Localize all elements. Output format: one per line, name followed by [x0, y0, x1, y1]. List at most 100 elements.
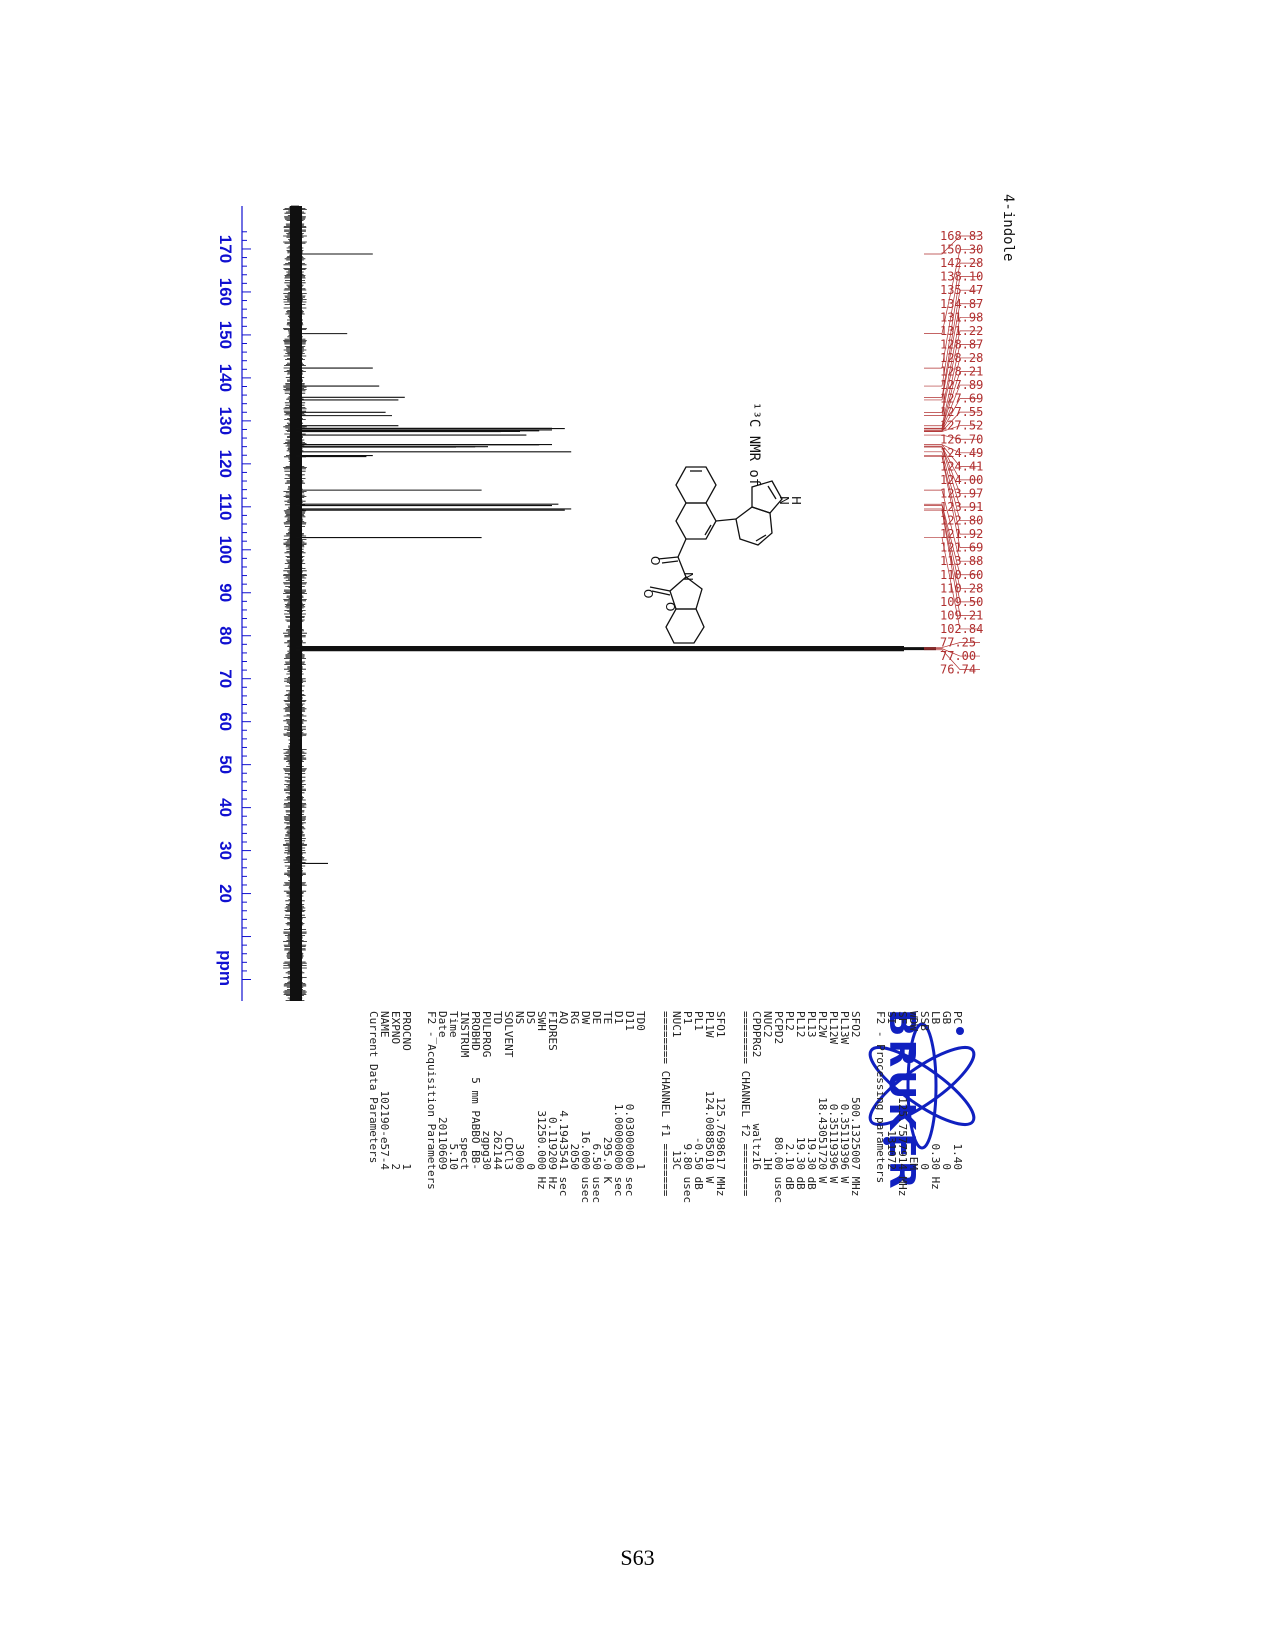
param-heading: ======== CHANNEL f2 ======== — [739, 1011, 752, 1197]
atom-o-ring-carbonyl: O — [641, 589, 655, 598]
peak-label: 77.25 — [940, 636, 976, 650]
param-row: PROBHD 5 mm PABBO BB- — [469, 1011, 482, 1177]
peak-label: 142.28 — [940, 256, 983, 270]
param-row: SFO1 125.7698617 MHz — [714, 1011, 727, 1196]
peak-label-leader — [924, 434, 980, 440]
peak-label-leader — [924, 262, 980, 369]
axis-tick-label: 40 — [216, 798, 235, 817]
peak-label-leader — [924, 444, 980, 467]
peak-label-leader — [924, 455, 980, 535]
peak-label-leader — [924, 303, 980, 401]
axis-tick-label: 110 — [216, 493, 235, 520]
param-row: PL13W 0.35119396 W — [838, 1011, 851, 1184]
param-row: SWH 31250.000 Hz — [535, 1011, 548, 1190]
peak-label-leader — [924, 648, 980, 657]
param-row: GB 0 — [940, 1011, 953, 1177]
peak-label: 121.92 — [940, 527, 983, 541]
ppm-axis-ticks: 170 160 150 140 130 120 110 100 90 80 70 60 50 40 30 20 — [216, 231, 251, 981]
param-row: PL13 19.30 dB — [805, 1011, 818, 1190]
param-row: PL12 19.30 dB — [794, 1011, 807, 1190]
peak-label: 128.28 — [940, 351, 983, 365]
molecule-atom-labels: N H O O N O — [641, 496, 803, 611]
param-row: SSB 0 — [918, 1011, 931, 1177]
peak-label-leader — [924, 509, 980, 616]
param-row: D11 0.03000000 sec — [623, 1011, 636, 1196]
param-row: TD0 1 — [634, 1011, 647, 1177]
peak-label-leader — [924, 316, 980, 413]
peak-label-leader — [924, 446, 980, 508]
peak-label-leader — [924, 425, 980, 432]
param-row: SF 125.7577914 MHz — [896, 1011, 909, 1196]
peak-label-leader — [924, 649, 980, 670]
param-row: WDW EM — [907, 1011, 920, 1177]
axis-tick-label: 20 — [216, 884, 235, 903]
param-heading: F2 - Acquisition Parameters — [425, 1011, 438, 1190]
param-row: PROCNO 1 — [400, 1011, 413, 1177]
param-row: D1 1.00000000 sec — [612, 1011, 625, 1196]
axis-tick-label: 100 — [216, 536, 235, 564]
param-row: SFO2 500.1325007 MHz — [849, 1011, 862, 1196]
param-row: AQ 4.1943541 sec — [557, 1011, 570, 1196]
atom-o-carbonyl: O — [648, 556, 662, 565]
peak-label: 127.55 — [940, 405, 983, 419]
param-row: DE 6.50 usec — [590, 1011, 603, 1203]
param-row: PCPD2 80.00 usec — [772, 1011, 785, 1203]
peak-label: 76.74 — [940, 663, 976, 677]
peak-label: 150.30 — [940, 243, 983, 257]
peak-label: 123.91 — [940, 500, 983, 514]
spectrum-peaks — [296, 253, 936, 865]
param-row: PC 1.40 — [951, 1011, 964, 1177]
param-row: DS 0 — [524, 1011, 537, 1177]
peak-label: 127.69 — [940, 392, 983, 406]
peak-label-leader — [924, 235, 980, 255]
peak-label: 110.28 — [940, 581, 983, 595]
param-heading: Current Data Parameters — [367, 1011, 380, 1163]
param-row: CPDPRG2 waltz16 — [750, 1011, 763, 1177]
peak-label-leader — [924, 489, 980, 562]
param-row: NAME 102190-e57-4 — [378, 1011, 391, 1177]
param-row: FIDRES 0.119209 Hz — [546, 1011, 559, 1190]
param-heading: F2 - Processing parameters — [874, 1011, 887, 1183]
param-row: NUC1 13C — [670, 1011, 683, 1177]
axis-tick-label: 80 — [216, 626, 235, 645]
peak-label: 128.21 — [940, 365, 983, 379]
param-row: P1 9.80 usec — [681, 1011, 694, 1203]
param-row: SI 131072 — [885, 1011, 898, 1177]
peak-label: 109.50 — [940, 595, 983, 609]
molecule-structure — [649, 466, 783, 644]
param-row: PULPROG zgpg30 — [480, 1011, 493, 1177]
param-row: Date_ 20110609 — [436, 1011, 449, 1177]
peak-label: 127.52 — [940, 419, 983, 433]
peak-label-leader — [924, 398, 980, 432]
axis-tick-label: 160 — [216, 278, 235, 306]
axis-tick-label: 70 — [216, 669, 235, 688]
axis-tick-label: 60 — [216, 712, 235, 731]
param-row: PL1 -0.50 dB — [692, 1011, 705, 1190]
param-row: NUC2 1H — [761, 1011, 774, 1177]
peak-label-leader — [924, 642, 980, 648]
peak-label-leader — [924, 371, 980, 429]
peak-label-leader — [924, 503, 980, 576]
peak-label: 110.60 — [940, 568, 983, 582]
peak-label: 121.69 — [940, 541, 983, 555]
peak-label: 128.87 — [940, 337, 983, 351]
peak-label: 131.98 — [940, 310, 983, 324]
peak-label-leader — [924, 330, 980, 416]
param-row: SOLVENT CDCl3 — [502, 1011, 515, 1177]
axis-tick-label: 140 — [216, 364, 235, 392]
param-row: TD 262144 — [491, 1011, 504, 1177]
noise-trace — [283, 205, 307, 1001]
axis-tick-label: 50 — [216, 755, 235, 774]
param-row: NS 3000 — [513, 1011, 526, 1177]
peak-label: 124.49 — [940, 446, 983, 460]
peak-label-list: 168.83150.30142.28138.10135.47134.87131.… — [924, 229, 983, 677]
peak-label: 113.88 — [940, 554, 983, 568]
peak-label: 127.89 — [940, 378, 983, 392]
peak-label: 138.10 — [940, 270, 983, 284]
param-heading: ======== CHANNEL f1 ======== — [659, 1011, 672, 1197]
peak-label: 123.97 — [940, 486, 983, 500]
peak-label-leader — [924, 249, 980, 334]
atom-o-ring: O — [663, 602, 677, 611]
